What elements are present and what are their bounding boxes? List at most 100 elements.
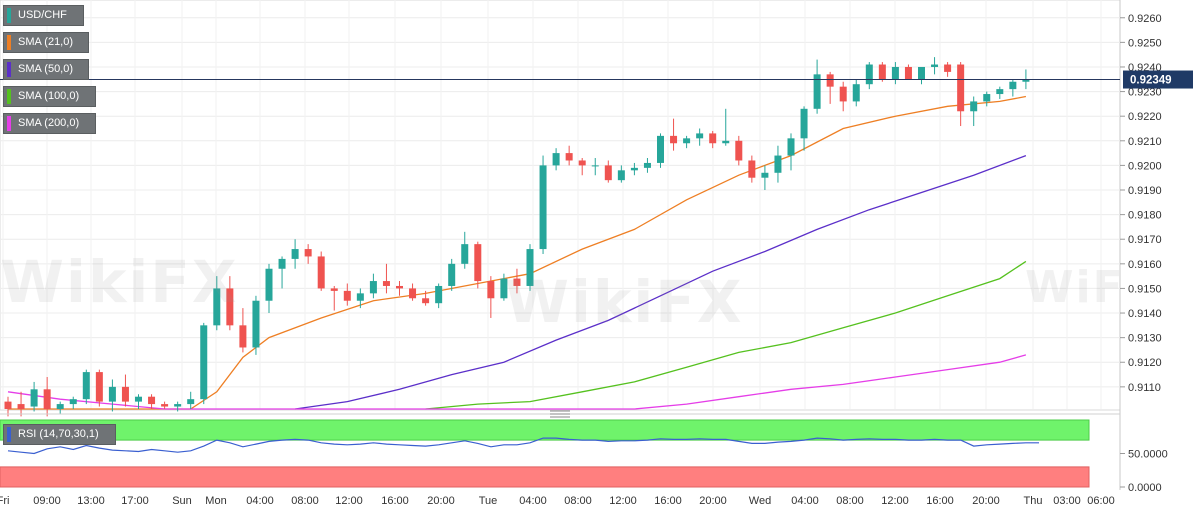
last-price-badge [1123,70,1193,89]
legend-label: SMA (50,0) [18,63,74,75]
y-tick-label: 0.9140 [1128,308,1162,320]
rsi-pane: 50.0000 0.0000 [0,419,1168,494]
legend-swatch [7,35,11,50]
legend-rsi[interactable]: RSI (14,70,30,1) [3,424,116,445]
candle-body [174,404,182,407]
y-tick-label: 0.9220 [1128,111,1162,123]
x-tick-label: 09:00 [33,495,61,507]
y-tick-label: 0.9190 [1128,185,1162,197]
rsi-tick-label: 0.0000 [1128,482,1162,494]
y-tick-label: 0.9250 [1128,37,1162,49]
candle-body [369,281,377,294]
candle-body [513,278,521,286]
candle-body [722,140,730,144]
candle-body [343,290,351,301]
legend-swatch [7,427,11,442]
candle-body [148,396,156,405]
legend-label: SMA (21,0) [18,36,74,48]
candle-body [878,64,886,80]
sma-line [425,260,1027,410]
candle-body [396,285,403,289]
candle-body [17,404,25,409]
legend-sma-21[interactable]: SMA (21,0) [3,32,89,53]
candle-body [800,108,808,139]
candle-body [957,64,965,112]
candle-body [409,288,417,299]
watermark: WikiFX [0,248,239,316]
candle-body [735,140,743,161]
legend-swatch [7,8,11,23]
candle-body [683,138,691,144]
candle-body [761,172,769,178]
x-tick-label: 08:00 [291,495,319,507]
y-tick-label: 0.9230 [1128,87,1162,99]
candle-body [265,268,273,301]
legend-usdchf[interactable]: USD/CHF [3,5,84,26]
candle-body [657,135,664,163]
y-tick-label: 0.9170 [1128,234,1162,246]
price-axis: 0.92600.92500.92400.92300.92200.92100.92… [0,13,1193,394]
y-tick-label: 0.9120 [1128,357,1162,369]
x-tick-label: 12:00 [335,495,363,507]
x-tick-label: Tue [479,495,498,507]
y-tick-label: 0.9180 [1128,210,1162,222]
candle-body [278,258,286,269]
time-axis: Fri 09:00 13:00 17:00 Sun Mon 04:00 08:00 12:00 1… [0,495,1115,507]
candle-body [435,285,443,304]
candle-body [918,66,925,80]
x-tick-label: Fri [0,495,9,507]
candle-body [643,162,651,168]
last-price-label: 0.92349 [1130,75,1172,87]
candle-body [787,138,795,156]
candle-body [944,64,952,72]
candle-body [996,89,1004,95]
candle-body [226,288,234,326]
candle-body [448,263,456,286]
x-tick-label: 03:00 [1053,495,1081,507]
x-tick-label: 12:00 [609,495,637,507]
candle-body [604,165,612,181]
candle-body [839,86,847,102]
x-tick-label: 16:00 [926,495,954,507]
legend-sma-100[interactable]: SMA (100,0) [3,86,96,107]
candle-body [617,170,625,181]
legend-swatch [7,89,11,104]
x-tick-label: 08:00 [564,495,592,507]
legend-sma-200[interactable]: SMA (200,0) [3,113,96,134]
watermark: WiF [1025,262,1125,313]
candle-body [461,244,469,264]
candle-body [30,389,38,407]
main-pane-frame [0,0,1121,411]
candle-body [43,389,51,409]
candle-body [565,153,573,161]
x-tick-label: 13:00 [77,495,105,507]
watermark: WikiFX [505,268,744,336]
legend-label: RSI (14,70,30,1) [18,428,99,440]
x-tick-label: Thu [1024,495,1043,507]
sma-line [295,154,1027,410]
x-tick-label: 08:00 [836,495,864,507]
candle-body [970,101,978,112]
legend-label: USD/CHF [18,9,67,21]
pane-divider[interactable] [0,410,1120,418]
legend-sma-50[interactable]: SMA (50,0) [3,59,89,80]
rsi-overbought-zone [0,419,1090,441]
candle-body [252,300,260,348]
candle-body [500,278,508,299]
candle-body [670,135,678,144]
candle-body [852,84,860,102]
rsi-tick-label: 50.0000 [1128,449,1168,461]
candle-body [108,386,116,402]
sma-line [7,354,1027,410]
candle-body [187,399,195,405]
rsi-oversold-zone [0,466,1090,488]
x-tick-label: 20:00 [427,495,455,507]
candle-body [382,281,390,286]
candle-body [748,160,756,178]
candle-body [200,325,208,400]
x-tick-label: 17:00 [121,495,149,507]
candle-body [4,401,12,409]
x-tick-label: 16:00 [381,495,409,507]
x-tick-label: 04:00 [519,495,547,507]
